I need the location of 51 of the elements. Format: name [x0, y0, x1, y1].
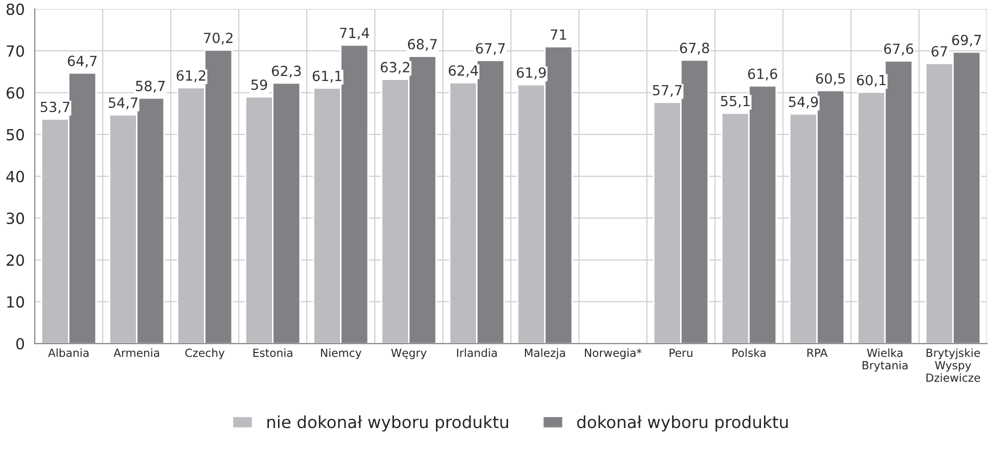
data-label: 62,4 [448, 65, 478, 78]
data-label: 67,8 [680, 42, 710, 55]
legend-label: dokonał wyboru produktu [577, 415, 788, 432]
x-tick-label: Peru [670, 348, 692, 357]
y-tick-label: 50 [6, 128, 24, 140]
x-tick-label: Albania [48, 348, 88, 357]
x-tick-label: Węgry [391, 348, 427, 360]
y-tick-label: 10 [7, 296, 24, 308]
x-tick-label: Brytyjskie Wyspy Dziewicze [926, 348, 980, 382]
data-label: 60,1 [856, 74, 886, 87]
data-label: 62,3 [272, 66, 301, 78]
x-tick-label: Niemcy [321, 348, 362, 360]
data-label: 61,9 [516, 67, 546, 80]
data-label: 63,2 [380, 62, 410, 74]
data-label: 59 [251, 79, 268, 90]
y-tick-label: 20 [6, 254, 24, 266]
data-label: 55,1 [720, 96, 750, 108]
y-tick-label: 70 [6, 45, 24, 57]
x-tick-label: RPA [807, 348, 828, 357]
data-label: 70,2 [204, 32, 232, 45]
data-label: 60,5 [816, 73, 845, 86]
legend-label: nie dokonał wyboru produktu [267, 415, 508, 432]
data-label: 57,7 [652, 85, 682, 97]
data-label: 54,7 [108, 98, 138, 110]
data-label: 53,7 [40, 102, 70, 114]
data-label: 67 [932, 46, 948, 57]
data-label: 58,7 [136, 80, 165, 93]
data-label: 67,7 [476, 43, 505, 56]
x-tick-label: Norwegia* [584, 348, 642, 360]
data-label: 68,7 [408, 38, 437, 51]
y-tick-label: 60 [6, 87, 24, 99]
x-tick-label: Czechy [185, 348, 225, 360]
data-label: 61,6 [748, 68, 778, 81]
x-tick-label: Estonia [253, 348, 292, 357]
x-tick-label: Wielka Brytania [862, 348, 908, 372]
y-tick-label: 80 [6, 4, 24, 16]
x-tick-label: Malezja [524, 348, 565, 360]
data-label: 69,7 [952, 34, 981, 47]
y-tick-label: 40 [6, 170, 24, 182]
data-label: 54,9 [788, 96, 818, 109]
data-label: 61,1 [312, 70, 342, 83]
x-tick-label: Irlandia [457, 348, 497, 357]
x-tick-label: Polska [732, 348, 766, 357]
data-label: 71 [550, 29, 566, 40]
data-label: 67,6 [884, 44, 914, 56]
y-tick-label: 30 [6, 212, 24, 224]
data-label: 64,7 [68, 56, 97, 68]
y-tick-label: 0 [16, 338, 24, 350]
data-label: 61,2 [176, 70, 206, 82]
x-tick-label: Armenia [114, 348, 160, 357]
data-label: 71,4 [340, 28, 370, 40]
